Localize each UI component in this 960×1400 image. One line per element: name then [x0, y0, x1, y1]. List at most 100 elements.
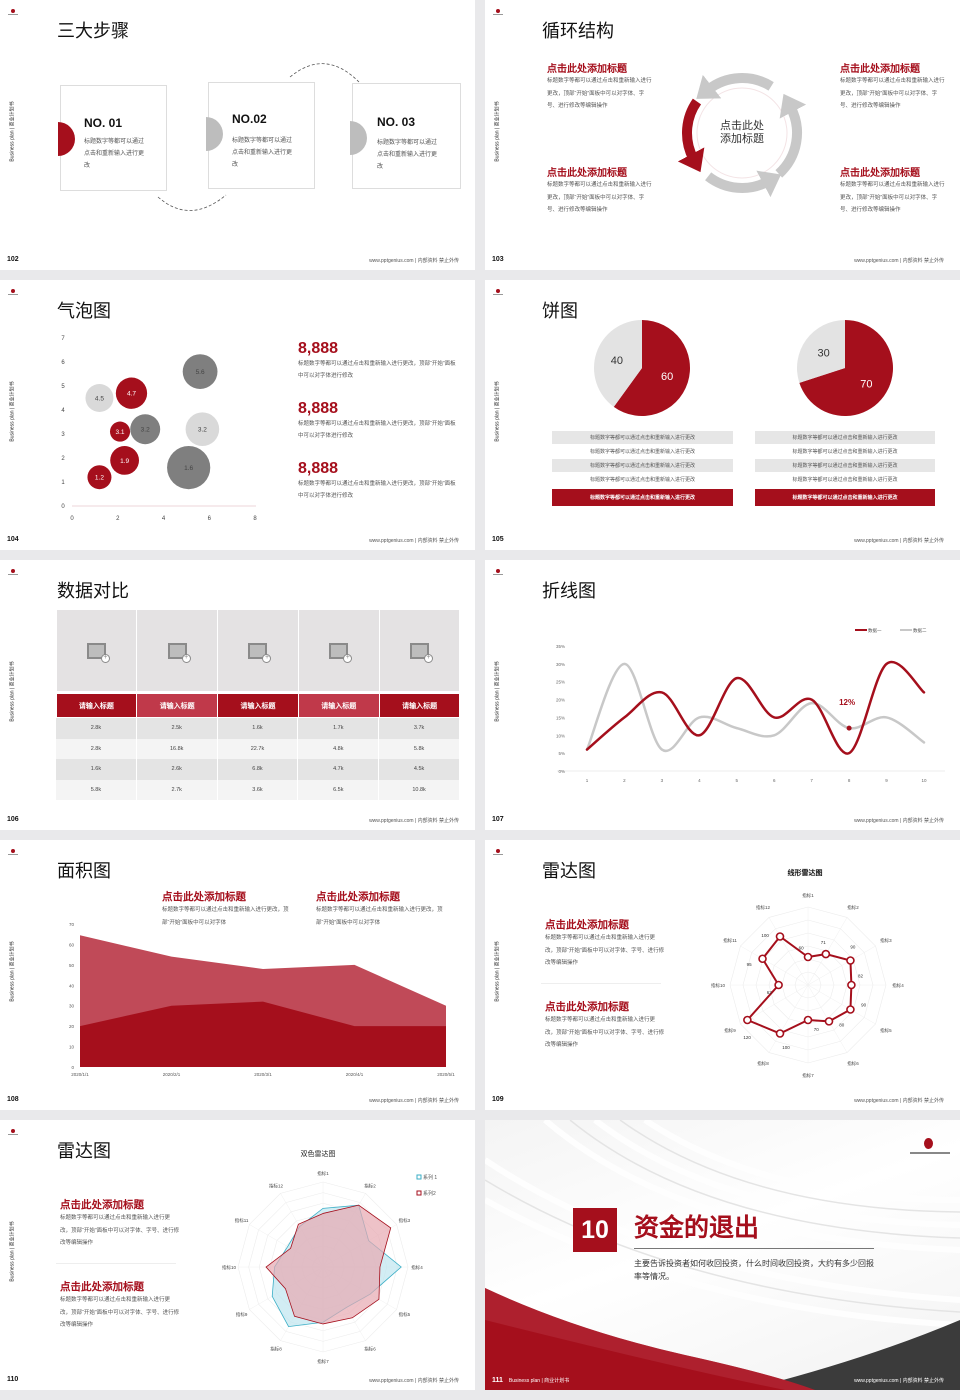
footer-text: www.pptgenius.com | 内部资料 禁止外传	[369, 1378, 459, 1384]
image-placeholder[interactable]: +	[379, 610, 460, 691]
axis-label: 指标5	[880, 1027, 892, 1034]
y-tick-label: 0	[61, 504, 65, 510]
slide-106[interactable]: Business plan | 商业计划书 数据对比 + 请输入标题 + 请输入标题 +…	[0, 560, 475, 830]
footer-text: www.pptgenius.com | 内部资料 禁止外传	[854, 818, 944, 824]
pie-slice	[613, 320, 690, 416]
image-placeholder[interactable]: +	[56, 610, 137, 691]
x-tick-label: 2	[623, 778, 626, 783]
cycle-item-3[interactable]: 点击此处添加标题 标题数字等都可以通过点击和重新输入进行更改，顶部“开始”面板中…	[840, 60, 946, 113]
bubble-label: 1.2	[95, 475, 104, 482]
axis-label: 指标7	[317, 1358, 329, 1365]
slide-111-section-cover[interactable]: 10 资金的退出 主要告诉投资者如何收回投资，什么时间收回投资，大约有多少回报率…	[485, 1120, 960, 1390]
block-text: 标题数字等都可以通过点击和重新输入进行更改，顶部“开始”面板中可以对字体	[162, 907, 289, 926]
footer-text: www.pptgenius.com | 内部资料 禁止外传	[854, 538, 944, 544]
slide-109[interactable]: Business plan | 商业计划书 雷达图 点击此处添加标题 标题数字等…	[485, 840, 960, 1110]
axis-label: 指标9	[724, 1027, 736, 1034]
step-card-1[interactable]: NO. 01 标题数字等都可以通过点击和重新输入进行更改	[58, 85, 167, 191]
page-number: 111	[492, 1377, 503, 1384]
data-point	[758, 954, 767, 964]
dashed-connector-arrows	[157, 63, 360, 211]
table-cell: 2.8k	[56, 718, 137, 739]
data-point	[803, 952, 813, 962]
x-tick-label: 8	[848, 778, 851, 783]
image-placeholder[interactable]: +	[218, 610, 298, 691]
cycle-item-2[interactable]: 点击此处添加标题 标题数字等都可以通过点击和重新输入进行更改，顶部“开始”面板中…	[547, 164, 653, 217]
block-text: 标题数字等都可以通过点击和重新输入进行更改，顶部“开始”面板中可以对字体、字号、…	[545, 1017, 665, 1048]
step-card-2[interactable]: NO.02 标题数字等都可以通过点击和重新输入进行更改	[206, 82, 315, 189]
slide-103[interactable]: Business plan | 商业计划书 循环结构 点击此处添加标题 标题数字…	[485, 0, 960, 270]
block-title: 点击此处添加标题	[162, 891, 246, 903]
page-number: 108	[7, 1096, 19, 1103]
axis-label: 指标8	[270, 1345, 282, 1352]
bubble-label: 3.2	[198, 427, 207, 434]
axis-label: 指标6	[847, 1060, 859, 1067]
axis-label: 指标3	[880, 937, 892, 944]
slide-107[interactable]: Business plan | 商业计划书 折线图 0% 5% 10% 15% 20% 2…	[485, 560, 960, 830]
cycle-item-1[interactable]: 点击此处添加标题 标题数字等都可以通过点击和重新输入进行更改，顶部“开始”面板中…	[547, 60, 653, 113]
slide-105[interactable]: Business plan | 商业计划书 饼图 60 40 70 30 标题数字等都…	[485, 280, 960, 550]
table-cell: 2.8k	[56, 738, 137, 759]
x-tick-label: 8	[253, 516, 257, 522]
x-tick-label: 2020/3/1	[254, 1072, 272, 1077]
add-image-icon: +	[410, 642, 434, 663]
footer-text: www.pptgenius.com | 内部资料 禁止外传	[369, 818, 459, 824]
image-placeholder[interactable]: +	[137, 610, 218, 691]
step-text: 标题数字等都可以通过点击和重新输入进行更改	[232, 138, 293, 168]
y-tick-label: 5	[61, 384, 65, 390]
comparison-table: + 请输入标题 + 请输入标题 + 请输入标题 + 请输入标题 + 请输入标题 2.8k 2.5k 1.…	[56, 610, 460, 800]
table-cell: 4.5k	[379, 759, 460, 780]
text-block-2: 点击此处添加标题 标题数字等都可以通过点击和重新输入进行更改，顶部“开始”面板中…	[545, 999, 665, 1052]
axis-label: 指标11	[723, 937, 737, 944]
text-block-2: 点击此处添加标题 标题数字等都可以通过点击和重新输入进行更改，顶部“开始”面板中…	[60, 1279, 180, 1332]
stat-block-1: 8,888 标题数字等都可以通过点击和重新输入进行更改，顶部“开始”面板中可以对…	[298, 340, 458, 382]
x-tick-label: 0	[70, 516, 74, 522]
table-cell: 2.5k	[136, 718, 218, 739]
bubble-label: 1.6	[184, 465, 193, 472]
slide-102[interactable]: Business plan | 商业计划书 三大步骤 NO. 01 标题数字等都…	[0, 0, 475, 270]
logo-icon	[493, 849, 503, 855]
table-cell: 16.8k	[136, 738, 218, 759]
y-tick-label: 30	[69, 1004, 75, 1009]
step-card-3[interactable]: NO. 03 标题数字等都可以通过点击和重新输入进行更改	[350, 83, 461, 189]
text-row: 标题数字等都可以通过点击和重新输入进行更改	[552, 459, 733, 472]
step-text: 标题数字等都可以通过点击和重新输入进行更改	[84, 139, 145, 169]
y-tick-label: 60	[69, 942, 75, 947]
footer-left: 111 Business plan | 商业计划书	[492, 1377, 569, 1384]
slice-label: 60	[661, 371, 673, 383]
page-number: 110	[7, 1376, 19, 1383]
table-cell: 1.7k	[298, 718, 380, 739]
slide-title: 三大步骤	[57, 21, 129, 41]
axis-label: 指标9	[236, 1311, 248, 1318]
step-text: 标题数字等都可以通过点击和重新输入进行更改	[377, 140, 438, 170]
value-label: 82	[858, 973, 864, 978]
y-tick-label: 10%	[556, 733, 565, 738]
slide-108[interactable]: Business plan | 商业计划书 面积图 0 10 20 30 40 50 60 7…	[0, 840, 475, 1110]
cycle-center-label[interactable]: 点击此处 添加标题	[702, 120, 782, 146]
page-number: 105	[492, 536, 504, 543]
block-text: 标题数字等都可以通过点击和重新输入进行更改，顶部“开始”面板中可以对字体、字号、…	[60, 1297, 180, 1328]
image-placeholder[interactable]: +	[298, 610, 379, 691]
item-title: 点击此处添加标题	[547, 64, 627, 75]
bubble	[130, 414, 161, 445]
stat-value: 8,888	[298, 400, 339, 417]
step-number: NO.02	[232, 112, 267, 126]
slice-label: 40	[611, 355, 623, 367]
pie-slice	[594, 320, 642, 407]
data-point	[824, 1017, 834, 1026]
table-cell: 10.8k	[379, 779, 460, 800]
y-tick-label: 20%	[556, 698, 565, 703]
value-label: 60	[799, 946, 805, 951]
legend-label: 数据一	[868, 627, 882, 634]
logo-icon	[8, 849, 18, 855]
data-point	[846, 956, 855, 965]
y-tick-label: 10	[69, 1045, 75, 1050]
slide-110[interactable]: Business plan | 商业计划书 雷达图 点击此处添加标题 标题数字等…	[0, 1120, 475, 1390]
logo-icon	[8, 569, 18, 575]
value-label: 90	[850, 945, 856, 950]
bubble	[87, 465, 112, 490]
cycle-item-4[interactable]: 点击此处添加标题 标题数字等都可以通过点击和重新输入进行更改，顶部“开始”面板中…	[840, 164, 946, 217]
x-tick-label: 4	[698, 778, 701, 783]
legend-label: 数据二	[913, 627, 927, 634]
table-cell: 3.6k	[217, 779, 299, 800]
